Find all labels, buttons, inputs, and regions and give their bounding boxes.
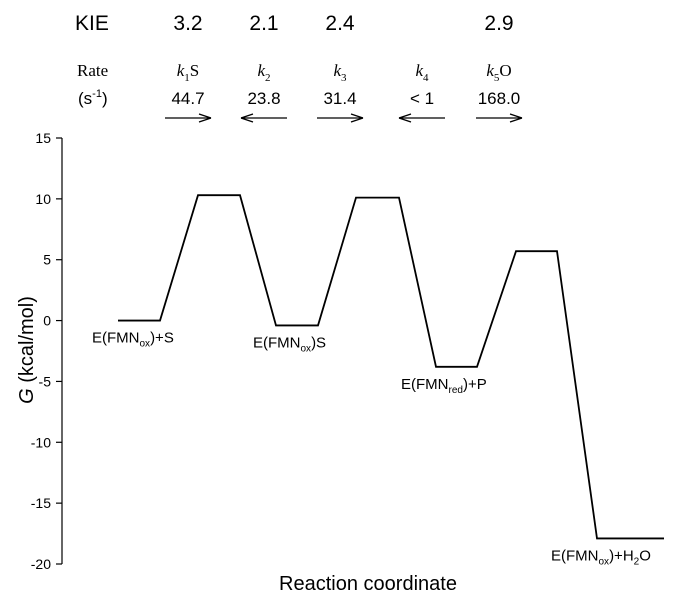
rate-value: < 1 bbox=[410, 89, 434, 108]
y-tick-label: -15 bbox=[31, 495, 51, 511]
y-tick-label: 15 bbox=[35, 130, 51, 146]
rate-label: Rate bbox=[77, 61, 108, 80]
plot-area: 15 10 5 0 -5 -10 -15 -20 E(FMNox)+S E(FMNox)S E(FM… bbox=[31, 130, 664, 572]
reverse-arrow-icon bbox=[398, 113, 445, 123]
forward-arrow-icon bbox=[165, 113, 212, 123]
rate-constant-label: k3 bbox=[333, 61, 347, 84]
forward-arrow-icon bbox=[476, 113, 523, 123]
rate-value: 31.4 bbox=[323, 89, 356, 108]
kie-value: 2.4 bbox=[325, 12, 355, 35]
y-tick-label: 5 bbox=[43, 252, 51, 268]
rate-value: 44.7 bbox=[171, 89, 204, 108]
rate-unit: (s-1) bbox=[78, 88, 108, 108]
y-tick-label: -20 bbox=[31, 556, 51, 572]
state-label: E(FMNox)S bbox=[253, 334, 326, 354]
rate-constant-label: k2 bbox=[257, 61, 270, 84]
kie-value: 2.1 bbox=[249, 12, 278, 35]
y-tick-label: -10 bbox=[31, 434, 51, 450]
energy-profile-line bbox=[118, 194, 664, 540]
rate-value: 23.8 bbox=[247, 89, 280, 108]
kie-value: 3.2 bbox=[173, 12, 202, 35]
state-label: E(FMNox)+S bbox=[92, 330, 174, 350]
kie-label: KIE bbox=[75, 12, 109, 35]
reverse-arrow-icon bbox=[240, 113, 287, 123]
kie-value: 2.9 bbox=[484, 12, 513, 35]
y-tick-label: -5 bbox=[39, 373, 52, 389]
state-label: E(FMNox)+H2O bbox=[551, 547, 651, 567]
rate-value: 168.0 bbox=[478, 89, 521, 108]
rate-constant-label: k4 bbox=[415, 61, 429, 84]
y-axis-label: G (kcal/mol) bbox=[16, 296, 38, 404]
header-table: KIE Rate (s-1) 3.2 k1S 44.7 2.1 k2 23.8 2.4 k3 3… bbox=[75, 12, 523, 123]
x-axis-label: Reaction coordinate bbox=[279, 573, 457, 595]
rate-constant-label: k5O bbox=[486, 61, 511, 84]
y-tick-label: 0 bbox=[43, 313, 51, 329]
rate-constant-label: k1S bbox=[177, 61, 200, 84]
state-label: E(FMNred)+P bbox=[401, 376, 487, 396]
forward-arrow-icon bbox=[317, 113, 364, 123]
y-tick-label: 10 bbox=[35, 191, 51, 207]
